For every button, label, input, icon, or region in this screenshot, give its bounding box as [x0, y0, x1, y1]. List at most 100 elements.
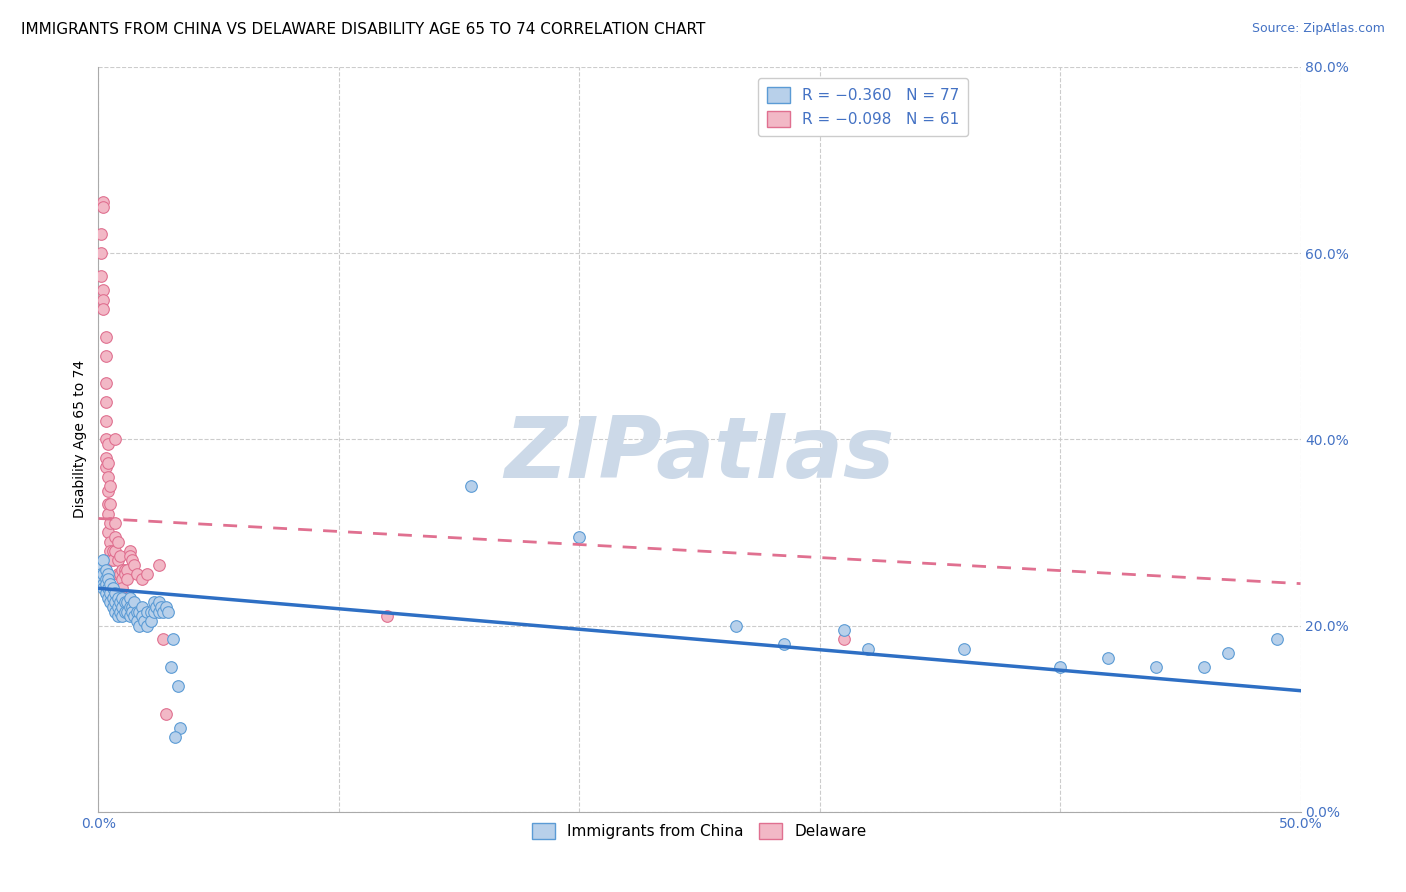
Point: [155, 599, 177, 614]
Point: [832, 623, 855, 637]
Point: [117, 595, 139, 609]
Point: [104, 595, 127, 609]
Point: [152, 632, 174, 647]
Point: [97, 469, 120, 483]
Point: [101, 553, 124, 567]
Point: [97, 507, 120, 521]
Point: [1218, 647, 1240, 661]
Point: [131, 599, 153, 614]
Point: [152, 605, 174, 619]
Point: [97, 572, 120, 586]
Point: [97, 525, 120, 540]
Point: [111, 582, 134, 596]
Point: [97, 591, 120, 605]
Y-axis label: Disability Age 65 to 74: Disability Age 65 to 74: [73, 360, 87, 518]
Point: [91, 200, 114, 214]
Point: [149, 599, 172, 614]
Point: [132, 614, 155, 628]
Point: [94, 563, 117, 577]
Point: [724, 618, 747, 632]
Point: [97, 456, 120, 470]
Point: [128, 605, 150, 619]
Point: [104, 586, 127, 600]
Point: [121, 553, 143, 567]
Point: [107, 591, 129, 605]
Point: [1265, 632, 1288, 647]
Point: [104, 605, 127, 619]
Point: [142, 595, 165, 609]
Text: ZIPatlas: ZIPatlas: [505, 413, 894, 496]
Point: [166, 679, 188, 693]
Point: [832, 632, 855, 647]
Point: [100, 498, 122, 512]
Point: [118, 549, 141, 563]
Point: [101, 544, 124, 558]
Text: Source: ZipAtlas.com: Source: ZipAtlas.com: [1251, 22, 1385, 36]
Point: [94, 376, 117, 391]
Point: [125, 614, 148, 628]
Point: [91, 301, 114, 316]
Point: [91, 576, 114, 591]
Point: [90, 227, 112, 242]
Point: [107, 609, 129, 624]
Point: [375, 609, 398, 624]
Point: [91, 553, 114, 567]
Point: [111, 563, 134, 577]
Point: [117, 605, 139, 619]
Point: [100, 553, 122, 567]
Point: [135, 567, 157, 582]
Point: [107, 599, 129, 614]
Point: [104, 516, 127, 530]
Point: [1097, 651, 1119, 665]
Point: [90, 246, 112, 260]
Point: [100, 479, 122, 493]
Point: [124, 609, 146, 624]
Point: [107, 534, 129, 549]
Point: [91, 567, 114, 582]
Point: [142, 605, 165, 619]
Point: [97, 437, 120, 451]
Point: [100, 516, 122, 530]
Point: [1144, 660, 1167, 674]
Point: [90, 558, 112, 572]
Point: [118, 544, 141, 558]
Point: [568, 530, 591, 544]
Text: IMMIGRANTS FROM CHINA VS DELAWARE DISABILITY AGE 65 TO 74 CORRELATION CHART: IMMIGRANTS FROM CHINA VS DELAWARE DISABI…: [21, 22, 706, 37]
Point: [157, 605, 180, 619]
Point: [90, 269, 112, 284]
Point: [135, 618, 157, 632]
Point: [91, 582, 114, 596]
Point: [125, 605, 148, 619]
Point: [121, 599, 143, 614]
Point: [91, 194, 114, 209]
Point: [97, 498, 120, 512]
Point: [104, 530, 127, 544]
Point: [165, 730, 187, 744]
Point: [128, 618, 150, 632]
Legend: Immigrants from China, Delaware: Immigrants from China, Delaware: [526, 817, 873, 845]
Point: [124, 595, 146, 609]
Point: [1194, 660, 1216, 674]
Point: [107, 567, 129, 582]
Point: [94, 586, 117, 600]
Point: [107, 553, 129, 567]
Point: [111, 599, 134, 614]
Point: [100, 544, 122, 558]
Point: [97, 483, 120, 498]
Point: [94, 572, 117, 586]
Point: [159, 660, 181, 674]
Point: [94, 450, 117, 465]
Point: [1049, 660, 1071, 674]
Point: [100, 534, 122, 549]
Point: [104, 544, 127, 558]
Point: [114, 595, 136, 609]
Point: [97, 582, 120, 596]
Point: [111, 591, 134, 605]
Point: [101, 591, 124, 605]
Point: [460, 479, 482, 493]
Point: [124, 558, 146, 572]
Point: [90, 572, 112, 586]
Point: [91, 283, 114, 297]
Point: [148, 595, 170, 609]
Point: [148, 558, 170, 572]
